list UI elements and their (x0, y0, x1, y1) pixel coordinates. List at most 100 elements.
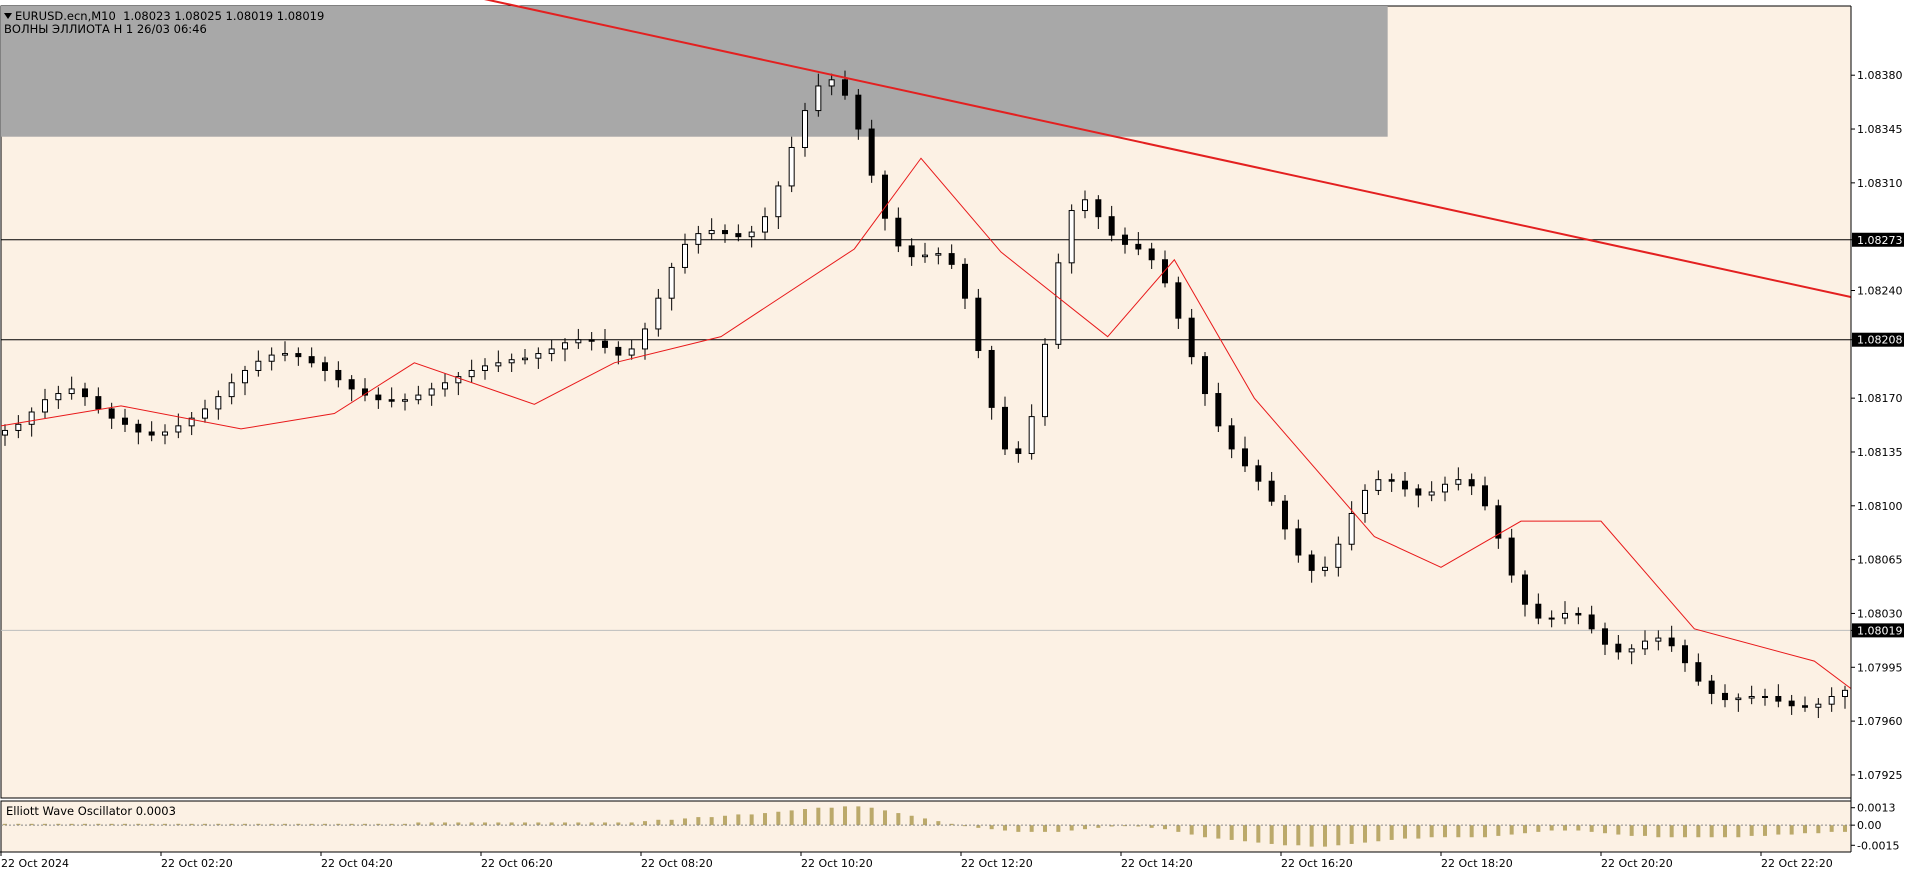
candle-body (935, 253, 942, 256)
oscillator-bar (149, 823, 154, 826)
candle-body (1375, 479, 1382, 491)
oscillator-bar (1776, 825, 1781, 835)
candle-body (1788, 700, 1795, 707)
oscillator-bar (256, 823, 261, 826)
time-tick-label: 22 Oct 2024 (1, 857, 69, 870)
candle-body (495, 362, 502, 367)
time-tick-label: 22 Oct 22:20 (1761, 857, 1833, 870)
candle-body (1202, 356, 1208, 395)
time-tick-label: 22 Oct 14:20 (1121, 857, 1193, 870)
time-tick-label: 22 Oct 10:20 (801, 857, 873, 870)
oscillator-bars-group (3, 806, 1901, 847)
oscillator-bar (456, 822, 461, 826)
candle-body (908, 245, 915, 258)
candle-body (1388, 479, 1395, 482)
supply-zone (1, 6, 1388, 137)
oscillator-bar (1043, 825, 1047, 832)
oscillator-bar (536, 822, 541, 826)
oscillator-bar (1669, 825, 1674, 838)
candle-body (1175, 282, 1182, 319)
candle-body (1548, 617, 1555, 620)
oscillator-bar (549, 822, 554, 826)
candle-body (642, 328, 648, 350)
candle-body (1562, 612, 1568, 619)
candle-body (815, 85, 822, 112)
oscillator-bar (1109, 825, 1114, 827)
candle-body (308, 356, 315, 364)
oscillator-bar (269, 823, 274, 826)
oscillator-bar (856, 806, 861, 826)
candle-body (508, 359, 515, 364)
oscillator-bar (909, 815, 914, 826)
oscillator-bar (936, 821, 941, 826)
oscillator-tick-label: 0.00 (1857, 819, 1882, 832)
candle-body (202, 408, 208, 419)
candle-body (562, 342, 568, 350)
candle-body (228, 382, 235, 398)
candle-body (28, 411, 35, 425)
candle-body (108, 408, 115, 419)
oscillator-bar (309, 823, 314, 826)
oscillator-bar (83, 823, 87, 826)
candle-body (695, 233, 702, 245)
candle-body (268, 354, 275, 362)
oscillator-bar (509, 822, 514, 826)
dropdown-triangle-icon[interactable] (4, 13, 12, 19)
level-price-label-box (1852, 232, 1904, 247)
candle-body (482, 365, 488, 371)
oscillator-bar (989, 825, 994, 830)
candle-body (1535, 603, 1542, 619)
level-price-label: 1.08208 (1857, 334, 1903, 347)
oscillator-bar (763, 813, 767, 826)
candle-body (708, 230, 715, 235)
candle-body (1775, 696, 1782, 702)
candle-body (1322, 566, 1328, 571)
candle-body (1135, 243, 1142, 250)
oscillator-bar (1629, 825, 1634, 836)
oscillator-bar (656, 819, 661, 826)
candle-body (668, 266, 675, 299)
oscillator-bar (496, 822, 501, 826)
oscillator-bar (1376, 825, 1381, 842)
oscillator-bar (629, 822, 634, 826)
oscillator-bar (1149, 825, 1154, 828)
candle-body (255, 360, 262, 371)
oscillator-bar (296, 823, 301, 826)
oscillator-bar (1056, 825, 1061, 832)
candle-body (122, 417, 128, 425)
candle-body (548, 348, 555, 355)
oscillator-bar (1803, 825, 1807, 834)
oscillator-bar (189, 823, 194, 826)
oscillator-bar (563, 822, 567, 826)
oscillator-bar (1069, 825, 1074, 831)
candle-body (1682, 645, 1688, 664)
oscillator-bar (403, 823, 407, 826)
candle-body (682, 243, 688, 268)
time-tick-label: 22 Oct 02:20 (161, 857, 233, 870)
oscillator-bar (696, 817, 701, 826)
candle-body (1655, 637, 1662, 642)
candle-body (415, 394, 422, 401)
candle-body (1362, 489, 1368, 514)
oscillator-bar (949, 823, 954, 826)
oscillator-bar (923, 818, 927, 826)
candle-body (1802, 705, 1808, 708)
oscillator-bar (1363, 825, 1367, 843)
oscillator-bar (429, 822, 434, 826)
candle-body (1282, 500, 1288, 530)
candle-body (1735, 697, 1742, 701)
candle-body (175, 425, 182, 433)
candle-body (1148, 248, 1155, 261)
candle-body (148, 431, 155, 436)
oscillator-bar (69, 823, 74, 826)
candle-body (775, 185, 782, 218)
oscillator-bar (669, 819, 674, 826)
oscillator-bar (56, 823, 61, 826)
candle-body (82, 388, 88, 398)
oscillator-bar (1616, 825, 1621, 835)
oscillator-bar (643, 821, 647, 826)
candle-body (282, 353, 288, 356)
oscillator-bar (203, 823, 207, 826)
